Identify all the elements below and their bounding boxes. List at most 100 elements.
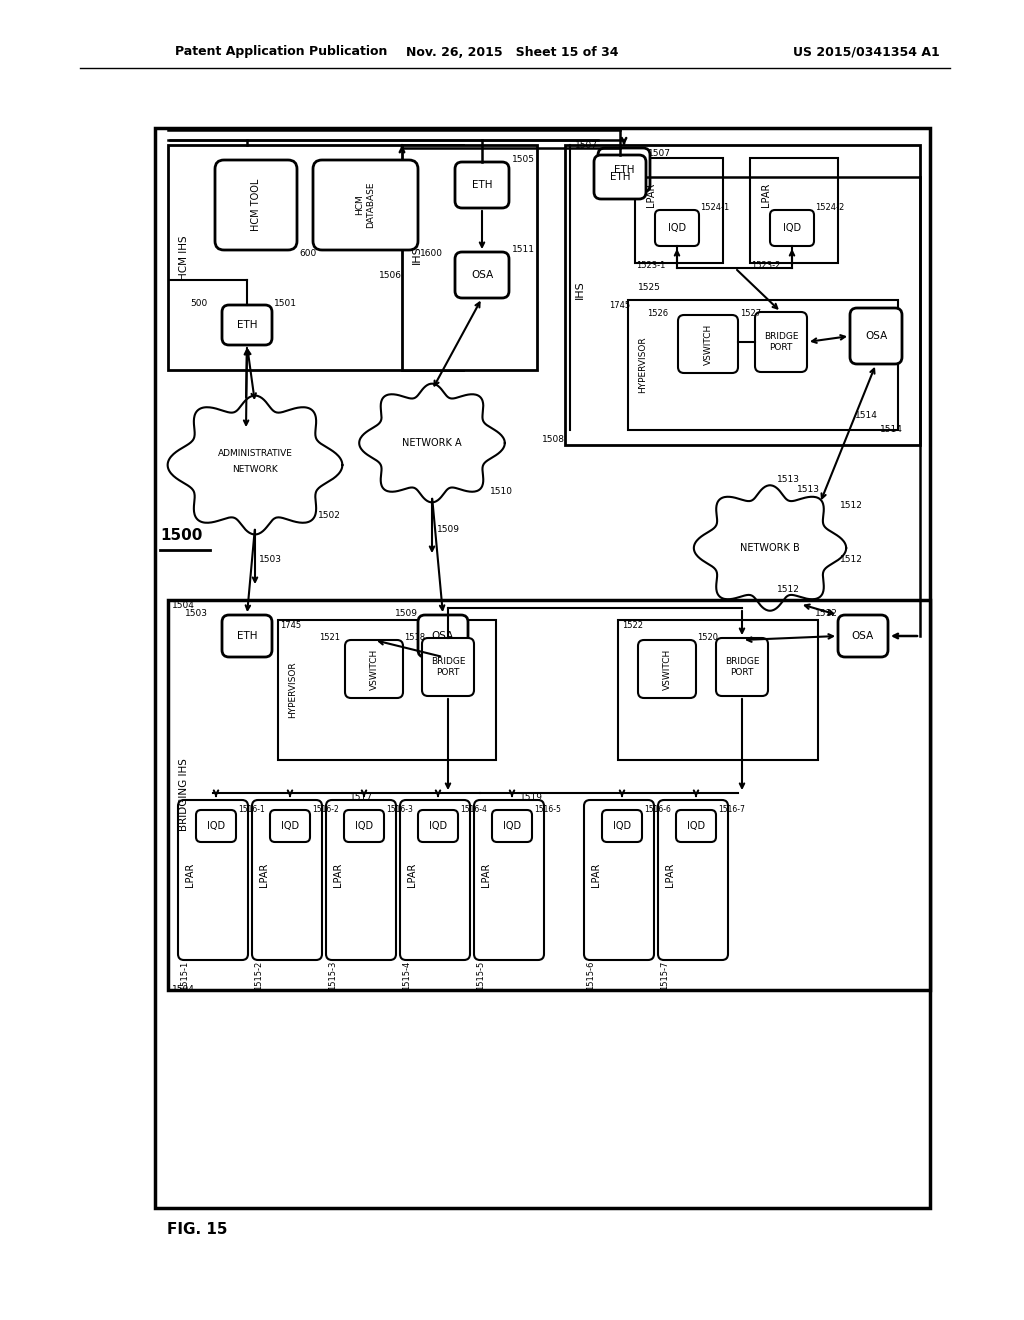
Text: LPAR: LPAR bbox=[481, 863, 490, 887]
Text: NETWORK A: NETWORK A bbox=[402, 438, 462, 447]
Text: IHS: IHS bbox=[412, 246, 422, 264]
Text: 1519: 1519 bbox=[520, 793, 543, 803]
FancyBboxPatch shape bbox=[770, 210, 814, 246]
Text: OSA: OSA bbox=[432, 631, 454, 642]
Text: 1500: 1500 bbox=[160, 528, 203, 543]
Text: 1508: 1508 bbox=[542, 436, 565, 445]
Text: 1516-6: 1516-6 bbox=[644, 804, 671, 813]
Text: 1522: 1522 bbox=[622, 620, 643, 630]
Text: BRIDGING IHS: BRIDGING IHS bbox=[179, 759, 189, 832]
Text: 1527: 1527 bbox=[740, 309, 761, 318]
FancyBboxPatch shape bbox=[716, 638, 768, 696]
Text: HCM TOOL: HCM TOOL bbox=[251, 178, 261, 231]
Text: 1510: 1510 bbox=[490, 487, 513, 496]
Text: 1520: 1520 bbox=[697, 634, 718, 643]
Text: OSA: OSA bbox=[471, 271, 494, 280]
Text: 1514: 1514 bbox=[880, 425, 903, 434]
Text: 1515-4: 1515-4 bbox=[402, 961, 411, 990]
Text: LPAR: LPAR bbox=[761, 182, 771, 207]
Text: 1515-2: 1515-2 bbox=[254, 961, 263, 990]
Text: 1512: 1512 bbox=[777, 586, 800, 594]
Text: 1506: 1506 bbox=[379, 271, 402, 280]
Text: 500: 500 bbox=[190, 298, 208, 308]
Bar bbox=[635, 158, 723, 263]
Text: 600: 600 bbox=[299, 249, 316, 259]
FancyBboxPatch shape bbox=[638, 640, 696, 698]
Text: LPAR: LPAR bbox=[591, 863, 601, 887]
Text: BRIDGE
PORT: BRIDGE PORT bbox=[431, 657, 465, 677]
Bar bbox=[750, 158, 838, 263]
Text: 1524-1: 1524-1 bbox=[700, 202, 729, 211]
Bar bbox=[155, 128, 930, 1208]
Text: 1524-2: 1524-2 bbox=[815, 202, 844, 211]
Text: ETH: ETH bbox=[609, 172, 630, 182]
Text: IQD: IQD bbox=[613, 821, 631, 832]
FancyBboxPatch shape bbox=[474, 800, 544, 960]
Text: 1511: 1511 bbox=[512, 244, 535, 253]
Text: 1515-5: 1515-5 bbox=[476, 961, 485, 990]
Text: LPAR: LPAR bbox=[259, 863, 269, 887]
FancyBboxPatch shape bbox=[400, 800, 470, 960]
Text: LPAR: LPAR bbox=[665, 863, 675, 887]
Text: NETWORK B: NETWORK B bbox=[740, 543, 800, 553]
Text: 1516-1: 1516-1 bbox=[238, 804, 265, 813]
Text: IQD: IQD bbox=[503, 821, 521, 832]
Text: 1521: 1521 bbox=[319, 634, 340, 643]
Text: VSWITCH: VSWITCH bbox=[703, 323, 713, 364]
Text: 1504: 1504 bbox=[172, 601, 195, 610]
Text: IQD: IQD bbox=[668, 223, 686, 234]
Text: 1516-2: 1516-2 bbox=[312, 804, 339, 813]
Text: 1505: 1505 bbox=[512, 154, 535, 164]
Text: 1513: 1513 bbox=[777, 475, 800, 484]
Polygon shape bbox=[359, 384, 505, 503]
FancyBboxPatch shape bbox=[455, 252, 509, 298]
Text: HYPERVISOR: HYPERVISOR bbox=[639, 337, 647, 393]
Text: 1517: 1517 bbox=[350, 793, 373, 803]
Text: 1515-1: 1515-1 bbox=[180, 961, 189, 990]
Text: IQD: IQD bbox=[281, 821, 299, 832]
Text: 1600: 1600 bbox=[420, 249, 443, 259]
Text: BRIDGE
PORT: BRIDGE PORT bbox=[725, 657, 759, 677]
FancyBboxPatch shape bbox=[326, 800, 396, 960]
Text: 1515-6: 1515-6 bbox=[586, 961, 595, 990]
Text: OSA: OSA bbox=[865, 331, 887, 341]
Text: 1512: 1512 bbox=[840, 500, 863, 510]
Text: 1509: 1509 bbox=[437, 525, 460, 535]
Text: 1502: 1502 bbox=[318, 511, 341, 520]
Text: HCM
DATABASE: HCM DATABASE bbox=[355, 182, 375, 228]
Text: 1515-3: 1515-3 bbox=[328, 961, 337, 990]
FancyBboxPatch shape bbox=[584, 800, 654, 960]
FancyBboxPatch shape bbox=[344, 810, 384, 842]
Bar bbox=[168, 601, 930, 990]
Bar bbox=[565, 145, 920, 445]
FancyBboxPatch shape bbox=[345, 640, 403, 698]
FancyBboxPatch shape bbox=[658, 800, 728, 960]
Text: 1518: 1518 bbox=[404, 634, 425, 643]
Bar bbox=[628, 300, 898, 430]
Text: LPAR: LPAR bbox=[333, 863, 343, 887]
Text: IQD: IQD bbox=[783, 223, 801, 234]
Text: IQD: IQD bbox=[355, 821, 373, 832]
FancyBboxPatch shape bbox=[252, 800, 322, 960]
Text: 1504: 1504 bbox=[172, 986, 195, 994]
Text: 1745: 1745 bbox=[280, 620, 301, 630]
Text: VSWITCH: VSWITCH bbox=[370, 648, 379, 689]
Text: 1501: 1501 bbox=[274, 298, 297, 308]
Text: ETH: ETH bbox=[237, 631, 257, 642]
Text: LPAR: LPAR bbox=[185, 863, 195, 887]
Text: 1514: 1514 bbox=[855, 411, 878, 420]
Text: US 2015/0341354 A1: US 2015/0341354 A1 bbox=[794, 45, 940, 58]
FancyBboxPatch shape bbox=[418, 810, 458, 842]
Bar bbox=[618, 620, 818, 760]
Text: BRIDGE
PORT: BRIDGE PORT bbox=[764, 333, 799, 351]
Text: 1503: 1503 bbox=[185, 609, 208, 618]
FancyBboxPatch shape bbox=[678, 315, 738, 374]
Text: IQD: IQD bbox=[429, 821, 447, 832]
FancyBboxPatch shape bbox=[455, 162, 509, 209]
Text: 1523-2: 1523-2 bbox=[751, 260, 780, 269]
FancyBboxPatch shape bbox=[676, 810, 716, 842]
FancyBboxPatch shape bbox=[178, 800, 248, 960]
FancyBboxPatch shape bbox=[313, 160, 418, 249]
Text: HYPERVISOR: HYPERVISOR bbox=[289, 661, 298, 718]
Text: LPAR: LPAR bbox=[646, 182, 656, 207]
